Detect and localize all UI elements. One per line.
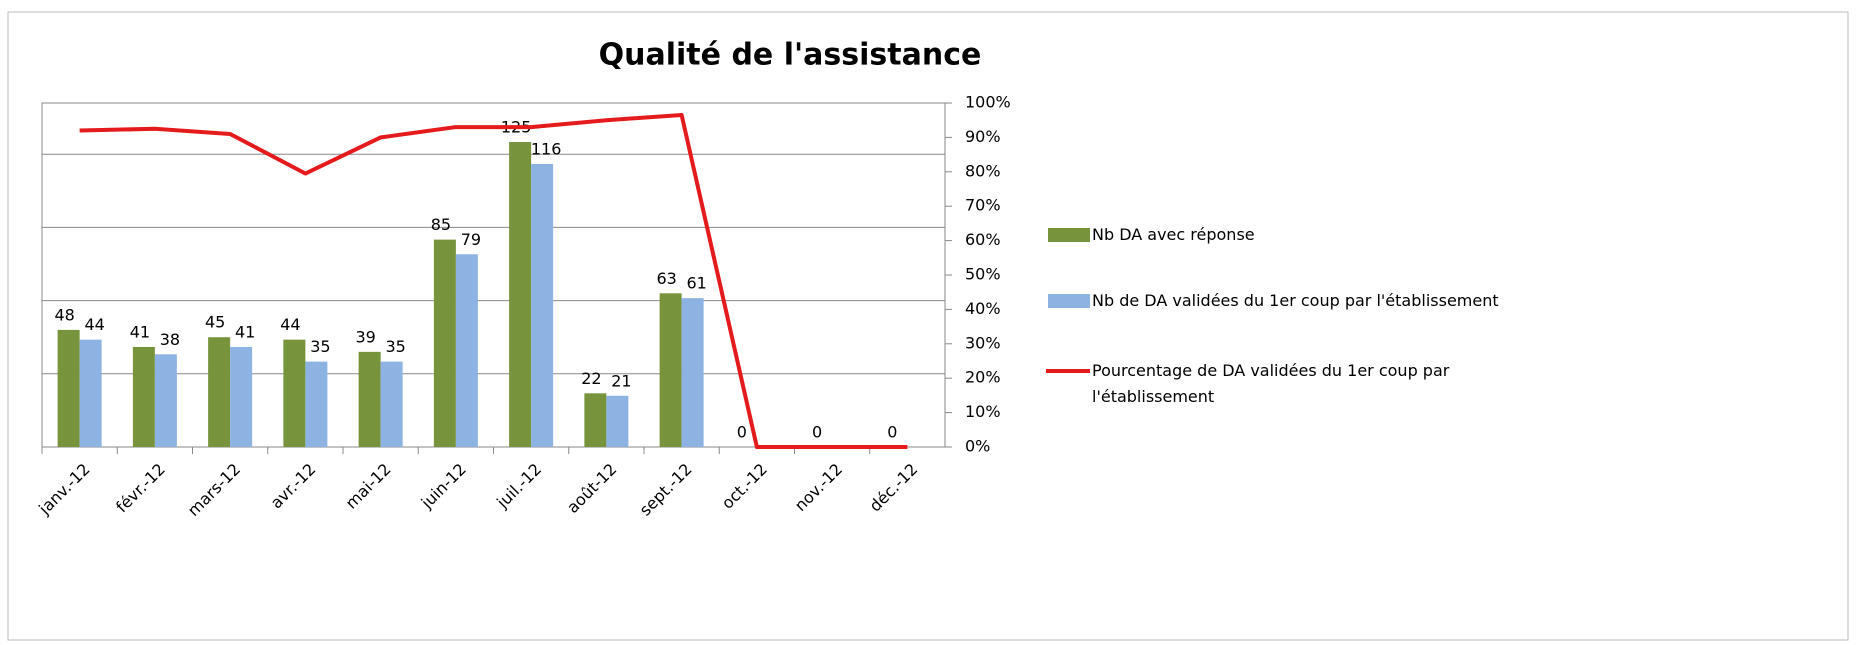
data-label: 39 <box>355 327 375 346</box>
y2-tick-label: 90% <box>965 127 1001 146</box>
bar <box>305 361 328 447</box>
legend-label: Nb de DA validées du 1er coup par l'étab… <box>1092 291 1499 310</box>
data-label: 116 <box>531 139 562 158</box>
bar <box>455 254 478 447</box>
y2-tick-label: 60% <box>965 230 1001 249</box>
y2-tick-label: 0% <box>965 437 990 456</box>
bar <box>132 346 155 447</box>
data-label: 35 <box>385 337 405 356</box>
bar <box>606 395 629 447</box>
data-label: 48 <box>54 305 74 324</box>
bar <box>208 337 231 447</box>
bar <box>283 339 306 447</box>
data-label: 35 <box>310 337 330 356</box>
bar <box>230 346 253 447</box>
data-label: 63 <box>656 269 676 288</box>
y2-tick-label: 30% <box>965 333 1001 352</box>
legend-swatch <box>1046 369 1090 373</box>
y2-tick-label: 100% <box>965 93 1011 112</box>
data-label: 44 <box>280 315 300 334</box>
data-label: 21 <box>611 371 631 390</box>
y2-tick-label: 40% <box>965 299 1001 318</box>
bar <box>154 354 177 447</box>
bar <box>57 329 80 447</box>
y2-tick-label: 50% <box>965 265 1001 284</box>
data-label: 0 <box>812 423 822 442</box>
data-label: 22 <box>581 369 601 388</box>
legend-label: Pourcentage de DA validées du 1er coup p… <box>1092 361 1450 406</box>
bar <box>433 239 456 447</box>
data-label: 38 <box>160 330 180 349</box>
y2-tick-label: 20% <box>965 368 1001 387</box>
chart-frame <box>7 11 1849 641</box>
bar <box>531 163 554 447</box>
data-label: 41 <box>130 322 150 341</box>
data-label: 79 <box>461 230 481 249</box>
data-label: 61 <box>686 274 706 293</box>
data-label: 41 <box>235 322 255 341</box>
legend-swatch <box>1048 228 1090 242</box>
bar <box>681 298 704 447</box>
y2-tick-label: 70% <box>965 196 1001 215</box>
data-label: 44 <box>84 315 104 334</box>
y2-tick-label: 10% <box>965 402 1001 421</box>
bar <box>584 393 607 447</box>
bar <box>79 339 102 447</box>
line-series <box>79 113 908 449</box>
data-label: 45 <box>205 313 225 332</box>
chart-title: Qualité de l'assistance <box>599 38 982 73</box>
legend-swatch <box>1048 294 1090 308</box>
data-label: 85 <box>431 215 451 234</box>
bar <box>358 351 381 447</box>
bar <box>659 293 682 447</box>
bar <box>380 361 403 447</box>
data-label: 0 <box>737 423 747 442</box>
legend-label: Nb DA avec réponse <box>1092 225 1255 244</box>
data-label: 0 <box>887 423 897 442</box>
y2-tick-label: 80% <box>965 161 1001 180</box>
bar <box>509 142 532 447</box>
